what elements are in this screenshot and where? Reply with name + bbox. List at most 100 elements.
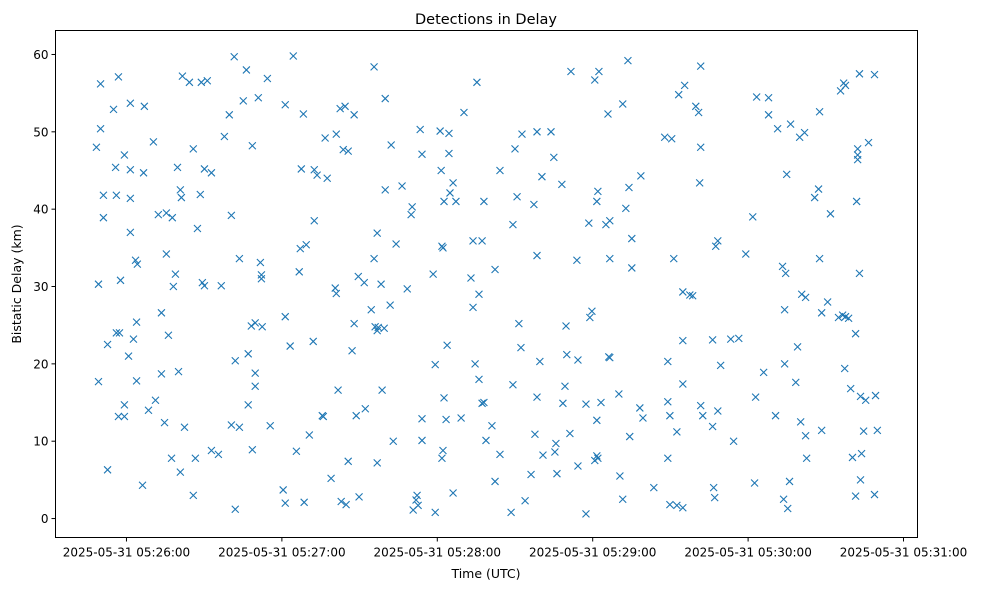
data-point (160, 418, 169, 427)
data-point (678, 288, 687, 296)
data-point (669, 254, 678, 263)
data-point (786, 120, 795, 128)
data-point (861, 396, 870, 405)
data-point (109, 105, 118, 114)
data-point (592, 197, 601, 206)
data-point (403, 284, 412, 293)
data-point (171, 270, 180, 279)
data-point (414, 501, 423, 510)
data-point (511, 144, 519, 153)
data-point (217, 281, 226, 290)
data-point (595, 67, 603, 76)
data-point (713, 407, 722, 415)
x-tick-label: 2025-05-31 05:31:00 (840, 546, 967, 560)
data-point (103, 340, 112, 349)
data-point (120, 400, 129, 409)
data-point (126, 99, 135, 108)
data-point (547, 127, 555, 136)
data-point (446, 189, 454, 197)
data-point (856, 392, 865, 401)
data-point (566, 429, 574, 438)
data-point (801, 431, 810, 440)
data-point (189, 491, 198, 500)
data-point (509, 380, 517, 389)
data-point (834, 313, 843, 322)
data-point (103, 465, 112, 474)
data-point (567, 67, 575, 76)
data-point (133, 260, 142, 268)
data-point (621, 204, 630, 213)
data-point (344, 147, 353, 156)
data-point (144, 406, 153, 415)
data-point (220, 132, 229, 141)
data-point (149, 137, 158, 146)
data-point (751, 393, 760, 402)
data-point (445, 129, 453, 138)
data-point (412, 496, 420, 504)
data-point (521, 496, 529, 505)
data-point (460, 108, 468, 117)
data-point (593, 187, 602, 196)
data-point (694, 108, 703, 117)
data-point (191, 454, 200, 463)
data-point (244, 400, 253, 409)
x-tick-label: 2025-05-31 05:26:00 (63, 546, 190, 560)
data-point (373, 229, 382, 238)
data-point (663, 357, 672, 366)
x-tick-label: 2025-05-31 05:28:00 (374, 546, 501, 560)
data-point (177, 193, 186, 202)
data-point (478, 399, 486, 408)
data-point (207, 446, 216, 455)
data-point (154, 210, 163, 219)
data-point (680, 81, 689, 90)
y-tick-label: 20 (33, 357, 48, 371)
data-point (535, 357, 544, 366)
data-point (418, 436, 426, 445)
data-point (800, 128, 809, 137)
data-point (279, 486, 288, 494)
data-point (782, 170, 791, 179)
data-point (469, 236, 477, 245)
data-point (157, 370, 166, 378)
data-point (785, 477, 794, 486)
data-point (614, 390, 623, 398)
data-point (361, 404, 370, 413)
data-point (225, 110, 234, 119)
data-point (592, 416, 601, 425)
data-point (509, 220, 517, 229)
data-point (750, 479, 759, 487)
y-axis-label: Bistatic Delay (km) (9, 224, 24, 343)
data-point (138, 481, 147, 490)
data-point (257, 271, 266, 279)
x-axis: 2025-05-31 05:26:00 2025-05-31 05:27:00 20… (63, 537, 967, 560)
data-point (193, 224, 202, 233)
data-point (696, 401, 705, 410)
data-point (398, 182, 406, 190)
data-point (174, 367, 183, 376)
data-point (114, 412, 123, 421)
data-point (168, 213, 177, 222)
data-point (627, 264, 636, 272)
data-point (132, 376, 141, 385)
data-point (815, 254, 824, 263)
data-point (248, 141, 257, 150)
data-point (436, 127, 445, 135)
data-point (439, 446, 447, 455)
data-point (815, 107, 824, 116)
data-point (281, 312, 290, 321)
data-point (846, 384, 855, 393)
data-point (120, 151, 129, 159)
data-point (386, 301, 395, 309)
data-point (173, 163, 182, 172)
data-point (200, 281, 209, 290)
data-point (584, 219, 593, 227)
data-point (341, 102, 349, 111)
data-point (337, 497, 346, 506)
data-point (726, 335, 735, 343)
data-point (855, 269, 864, 278)
data-point (852, 197, 861, 206)
data-point (297, 165, 306, 173)
y-tick-label: 0 (41, 512, 49, 526)
data-point (616, 472, 624, 480)
